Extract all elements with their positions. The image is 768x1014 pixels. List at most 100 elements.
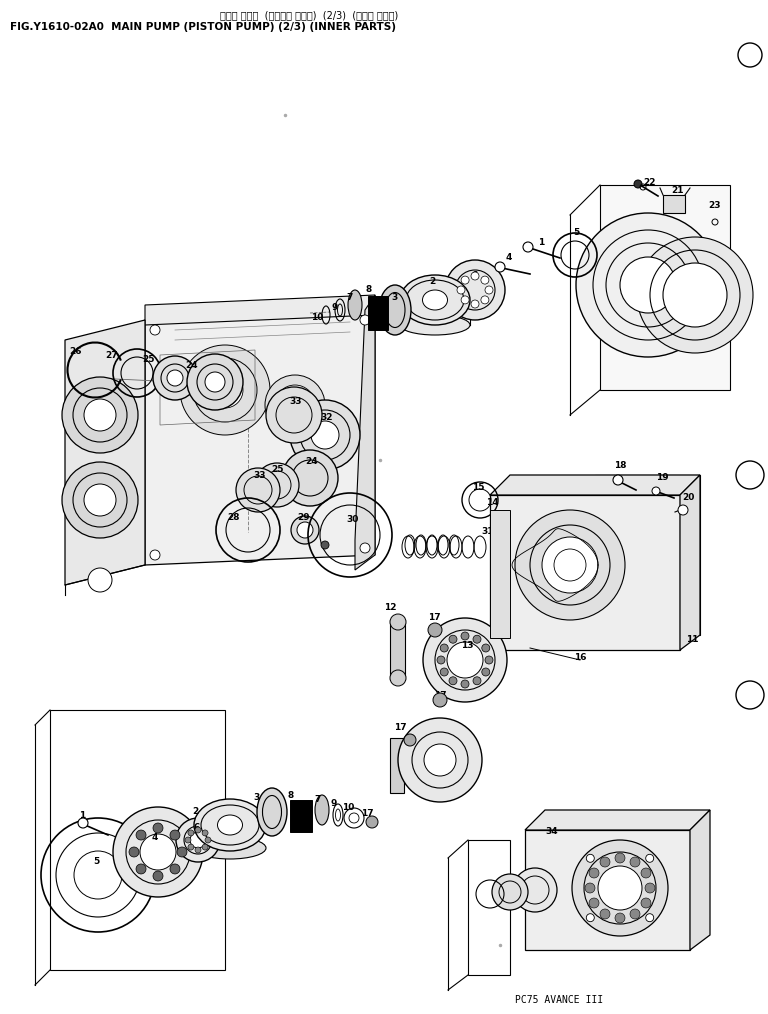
- Circle shape: [150, 550, 160, 560]
- Circle shape: [153, 871, 163, 881]
- Circle shape: [265, 375, 325, 435]
- Circle shape: [236, 468, 280, 512]
- Text: 9: 9: [332, 303, 338, 312]
- Text: 33: 33: [253, 472, 266, 481]
- Circle shape: [150, 325, 160, 335]
- Circle shape: [390, 614, 406, 630]
- Circle shape: [736, 461, 764, 489]
- Circle shape: [461, 680, 469, 689]
- Circle shape: [205, 372, 225, 392]
- Circle shape: [266, 387, 322, 443]
- Circle shape: [176, 818, 220, 862]
- Circle shape: [652, 487, 660, 495]
- Circle shape: [153, 823, 163, 832]
- Text: 18: 18: [614, 461, 626, 470]
- Circle shape: [404, 734, 416, 746]
- Circle shape: [738, 43, 762, 67]
- Text: 17: 17: [434, 692, 446, 701]
- Circle shape: [153, 356, 197, 400]
- Circle shape: [84, 399, 116, 431]
- Circle shape: [615, 913, 625, 923]
- Text: 21: 21: [672, 186, 684, 195]
- Circle shape: [185, 837, 191, 843]
- Text: 33: 33: [290, 397, 303, 407]
- Circle shape: [481, 296, 489, 304]
- Text: 26: 26: [69, 348, 81, 357]
- Circle shape: [202, 844, 208, 850]
- Text: 14: 14: [485, 498, 498, 507]
- Circle shape: [136, 864, 146, 874]
- Circle shape: [586, 914, 594, 922]
- Circle shape: [440, 644, 449, 652]
- Circle shape: [449, 635, 457, 643]
- Circle shape: [585, 883, 595, 893]
- Ellipse shape: [194, 837, 266, 859]
- Circle shape: [62, 462, 138, 538]
- Circle shape: [646, 855, 654, 862]
- Circle shape: [482, 668, 490, 676]
- Text: 17: 17: [361, 809, 373, 818]
- Text: 23: 23: [709, 201, 721, 210]
- Text: メイン ポンプ  (ピストン ポンプ)  (2/3)  (インナ パーツ): メイン ポンプ (ピストン ポンプ) (2/3) (インナ パーツ): [220, 10, 399, 20]
- Circle shape: [634, 180, 642, 188]
- Circle shape: [615, 853, 625, 863]
- Text: 22: 22: [644, 177, 656, 187]
- Text: 27: 27: [106, 352, 118, 361]
- Circle shape: [485, 286, 493, 294]
- Polygon shape: [680, 475, 700, 650]
- Circle shape: [390, 670, 406, 686]
- Circle shape: [736, 681, 764, 709]
- Text: 28: 28: [228, 512, 240, 521]
- Circle shape: [207, 372, 243, 408]
- Circle shape: [630, 909, 640, 919]
- Text: 6: 6: [194, 823, 200, 832]
- Circle shape: [360, 544, 370, 553]
- Circle shape: [440, 668, 449, 676]
- Circle shape: [424, 744, 456, 776]
- Circle shape: [360, 315, 370, 325]
- Circle shape: [485, 656, 493, 664]
- Circle shape: [88, 568, 112, 592]
- Text: 10: 10: [311, 312, 323, 321]
- Circle shape: [188, 844, 194, 850]
- Circle shape: [461, 296, 469, 304]
- Bar: [290, 800, 312, 832]
- Circle shape: [321, 541, 329, 549]
- Text: 2: 2: [192, 807, 198, 816]
- Text: 20: 20: [682, 494, 694, 503]
- Circle shape: [482, 644, 490, 652]
- Circle shape: [255, 463, 299, 507]
- Circle shape: [190, 832, 206, 848]
- Circle shape: [398, 718, 482, 802]
- Circle shape: [423, 618, 507, 702]
- Text: 4: 4: [152, 834, 158, 843]
- Ellipse shape: [315, 795, 329, 825]
- Text: 3: 3: [253, 793, 259, 801]
- Ellipse shape: [400, 315, 470, 335]
- Circle shape: [678, 505, 688, 515]
- Text: 5: 5: [93, 858, 99, 867]
- Text: FIG.Y1610-02A0  MAIN PUMP (PISTON PUMP) (2/3) (INNER PARTS): FIG.Y1610-02A0 MAIN PUMP (PISTON PUMP) (…: [10, 22, 396, 32]
- Polygon shape: [145, 310, 375, 565]
- Text: 25: 25: [272, 465, 284, 475]
- Circle shape: [136, 830, 146, 840]
- Text: 2: 2: [429, 278, 435, 287]
- Circle shape: [78, 818, 88, 828]
- Circle shape: [598, 866, 642, 910]
- Circle shape: [620, 257, 676, 313]
- Polygon shape: [690, 810, 710, 950]
- Bar: [663, 195, 685, 213]
- Circle shape: [457, 286, 465, 294]
- Circle shape: [188, 829, 194, 836]
- Circle shape: [140, 834, 176, 870]
- Text: 13: 13: [461, 641, 473, 650]
- Text: 8: 8: [288, 792, 294, 800]
- Polygon shape: [490, 510, 510, 638]
- Circle shape: [187, 354, 243, 410]
- Text: 34: 34: [546, 827, 558, 837]
- Circle shape: [291, 516, 319, 544]
- Circle shape: [473, 676, 481, 684]
- Ellipse shape: [422, 290, 448, 310]
- Text: 30: 30: [347, 514, 359, 523]
- Text: 15: 15: [472, 483, 485, 492]
